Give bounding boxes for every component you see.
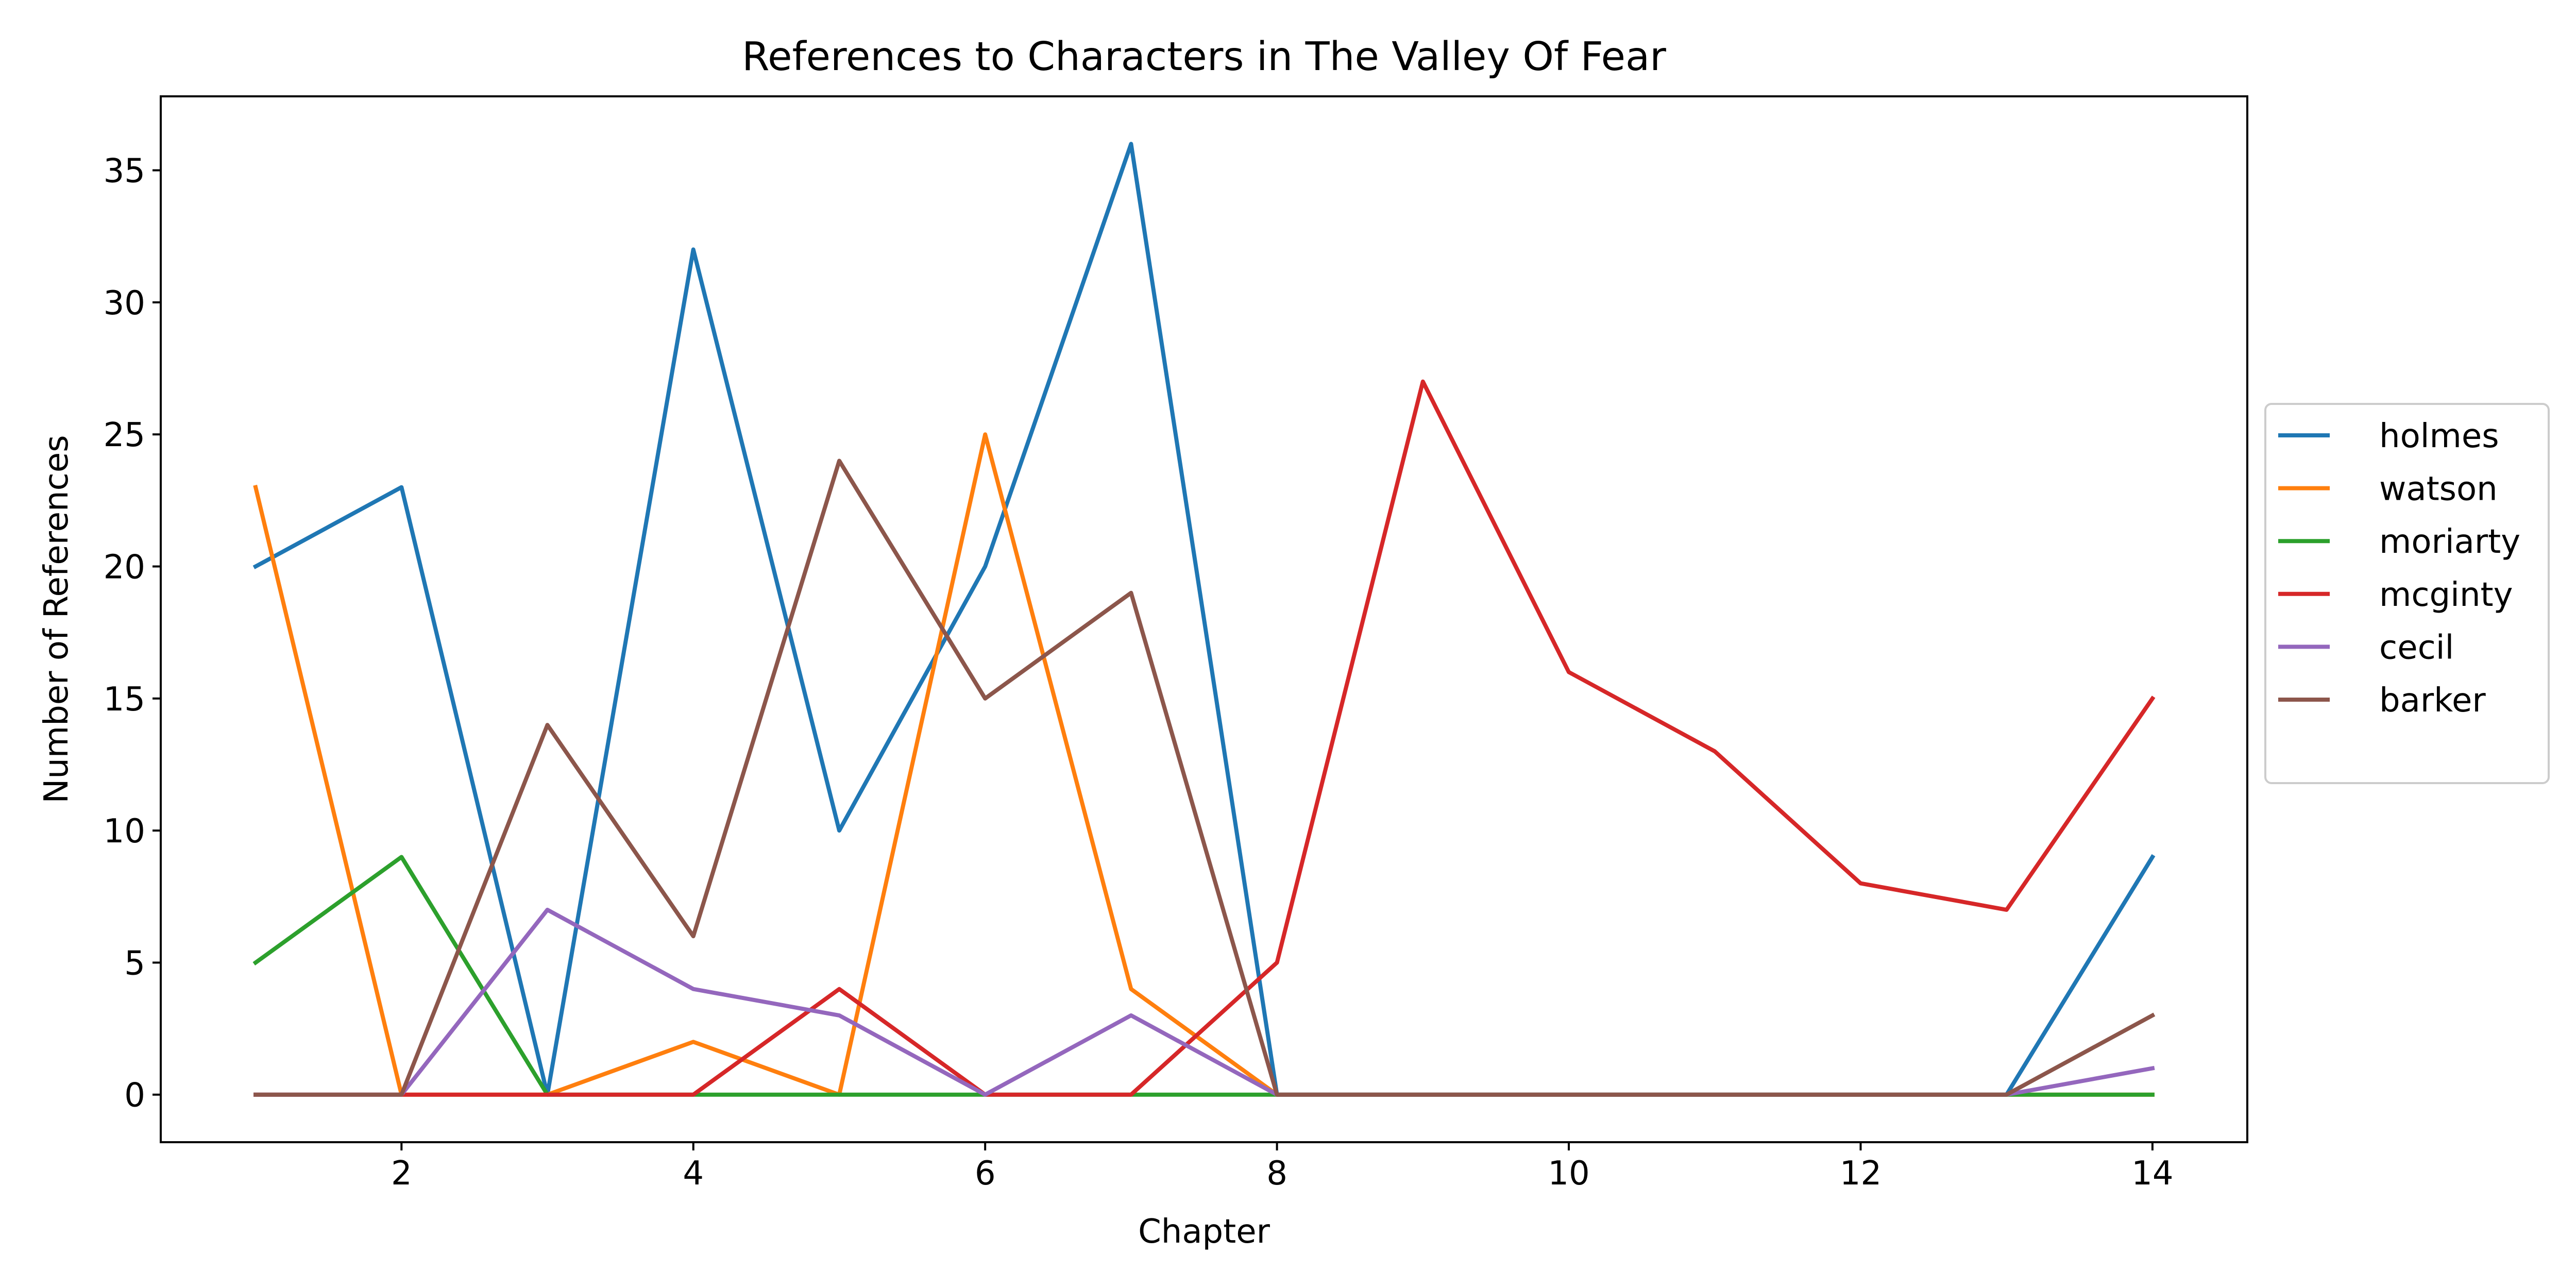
chart-title: References to Characters in The Valley O… <box>742 34 1666 80</box>
y-tick-label: 25 <box>104 416 145 454</box>
legend-label: holmes <box>2379 417 2499 455</box>
y-tick-label: 5 <box>124 944 145 982</box>
series-line-barker <box>253 459 2156 1097</box>
legend-item-barker: barker <box>2278 682 2486 720</box>
y-tick-label: 20 <box>104 548 145 586</box>
legend-frame <box>2264 403 2550 784</box>
legend-item-watson: watson <box>2278 470 2498 509</box>
x-tick-label: 2 <box>391 1155 412 1193</box>
series-line-mcginty <box>253 379 2156 1097</box>
x-tick-label: 6 <box>975 1155 996 1193</box>
y-tick-label: 35 <box>104 152 145 191</box>
x-tick-label: 4 <box>683 1155 704 1193</box>
legend-label: cecil <box>2379 629 2454 667</box>
x-axis: 2 4 6 8 10 12 14 <box>391 1142 2174 1193</box>
legend-item-holmes: holmes <box>2278 417 2499 455</box>
x-tick-label: 14 <box>2131 1155 2173 1193</box>
legend-label: moriarty <box>2379 523 2520 561</box>
y-tick-label: 0 <box>124 1077 145 1115</box>
legend-item-moriarty: moriarty <box>2278 523 2520 561</box>
legend-item-cecil: cecil <box>2278 629 2454 667</box>
y-tick-label: 10 <box>104 812 145 851</box>
y-tick-label: 30 <box>104 284 145 323</box>
legend: holmes watson moriarty mcginty cecil barker <box>2264 403 2550 784</box>
x-tick-label: 12 <box>1840 1155 1882 1193</box>
y-axis-label: Number of References <box>38 435 76 803</box>
y-axis: 0 5 10 15 20 25 30 35 <box>104 152 161 1115</box>
series-layer <box>252 142 2156 1097</box>
legend-item-mcginty: mcginty <box>2278 576 2513 614</box>
plot-area-frame <box>160 95 2248 1143</box>
x-tick-label: 10 <box>1548 1155 1589 1193</box>
legend-label: mcginty <box>2379 576 2513 614</box>
legend-label: barker <box>2379 682 2486 720</box>
x-tick-label: 8 <box>1266 1155 1287 1193</box>
y-tick-label: 15 <box>104 681 145 719</box>
legend-label: watson <box>2379 470 2498 509</box>
x-axis-label: Chapter <box>1138 1213 1270 1251</box>
